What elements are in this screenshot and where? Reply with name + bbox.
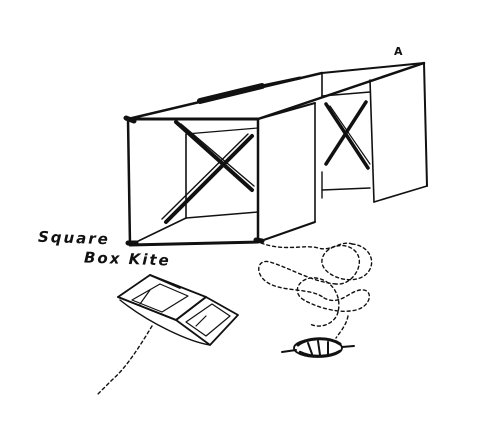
small-box-kite (117, 274, 239, 346)
tow-line (260, 242, 353, 250)
caption-line-2: Box Kite (83, 248, 172, 270)
front-cell-panel (257, 102, 316, 243)
small-kite-string (97, 325, 153, 395)
caption-line-1: Square (37, 227, 111, 249)
tangled-string (258, 243, 373, 339)
string-reel (281, 337, 355, 358)
corner-joints (123, 115, 265, 246)
top-spars (126, 61, 426, 121)
back-cross-brace (324, 100, 371, 170)
back-cell (321, 62, 428, 203)
large-box-kite (123, 61, 428, 250)
front-cross-brace (161, 120, 255, 224)
marker-label: A (394, 45, 403, 58)
front-frame (126, 117, 260, 247)
